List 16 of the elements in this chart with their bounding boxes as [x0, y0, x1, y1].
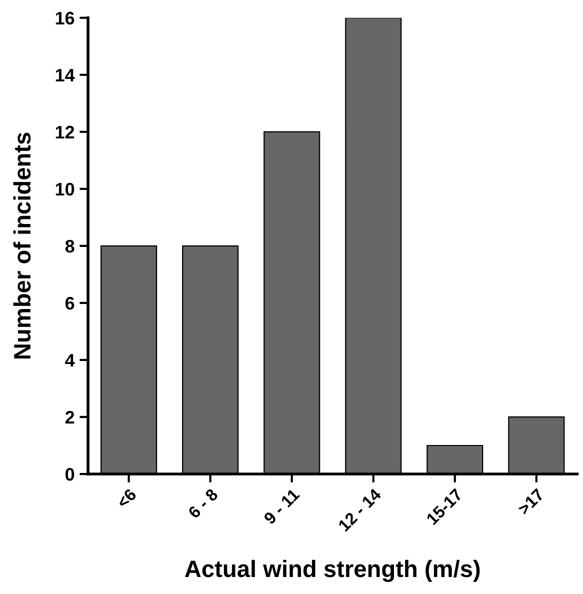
- x-tick-label: 9 - 11: [263, 488, 300, 525]
- x-tick-label: >17: [517, 488, 544, 516]
- y-tick-label: 6: [65, 296, 74, 310]
- x-axis-title: Actual wind strength (m/s): [184, 560, 480, 582]
- y-tick-label: 2: [65, 410, 74, 424]
- y-tick-label: 4: [65, 354, 75, 367]
- x-tick-label: 12 - 14: [338, 488, 382, 532]
- y-tick-label: 10: [56, 182, 74, 196]
- y-tick-label: 0: [66, 468, 74, 481]
- y-tick-label: 16: [56, 12, 74, 25]
- y-tick-label: 12: [56, 126, 74, 138]
- y-axis-title: Number of incidents: [13, 132, 31, 358]
- y-tick-label: 14: [56, 68, 75, 82]
- x-tick-label: 6 - 8: [187, 488, 219, 520]
- x-tick-label: <6: [116, 488, 138, 509]
- y-tick-label: 8: [65, 240, 74, 253]
